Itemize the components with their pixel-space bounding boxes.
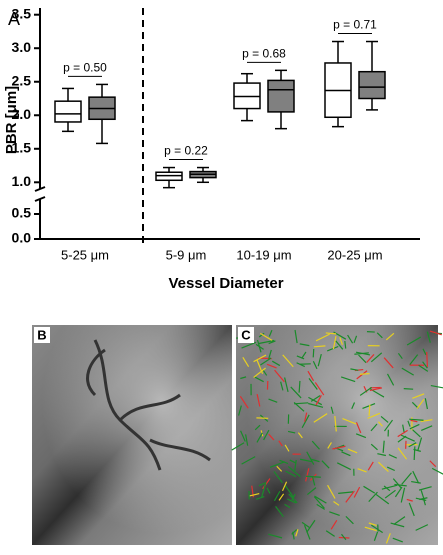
vector bbox=[299, 381, 300, 393]
p-label: p = 0.68 bbox=[242, 47, 286, 61]
box bbox=[359, 72, 385, 99]
x-tick-label: 5-25 μm bbox=[61, 247, 109, 262]
vector bbox=[404, 389, 413, 390]
panel-label: C bbox=[241, 327, 251, 342]
y-tick-label: 2.5 bbox=[12, 72, 32, 88]
y-tick-label: 1.5 bbox=[12, 139, 32, 155]
p-label: p = 0.50 bbox=[63, 61, 107, 75]
box bbox=[55, 101, 81, 122]
p-label: p = 0.71 bbox=[333, 18, 377, 32]
image-b bbox=[32, 325, 232, 545]
box bbox=[268, 80, 294, 112]
vector bbox=[313, 349, 314, 357]
vector bbox=[360, 374, 370, 375]
vector bbox=[427, 352, 428, 367]
panel-label: B bbox=[37, 327, 46, 342]
x-axis-label: Vessel Diameter bbox=[168, 275, 283, 292]
y-tick-label: 2.0 bbox=[12, 106, 32, 122]
x-tick-label: 5-9 μm bbox=[166, 247, 207, 262]
y-tick-label: 0.5 bbox=[12, 205, 32, 221]
y-tick-label: 0.0 bbox=[12, 230, 32, 246]
y-tick-label: 1.0 bbox=[12, 173, 32, 189]
image-c bbox=[232, 325, 443, 545]
vector bbox=[369, 405, 370, 417]
x-tick-label: 10-19 μm bbox=[236, 247, 291, 262]
x-tick-label: 20-25 μm bbox=[327, 247, 382, 262]
y-tick-label: 3.0 bbox=[12, 39, 32, 55]
y-tick-label: 3.5 bbox=[12, 5, 32, 21]
p-label: p = 0.22 bbox=[164, 144, 208, 158]
vector bbox=[414, 446, 415, 460]
